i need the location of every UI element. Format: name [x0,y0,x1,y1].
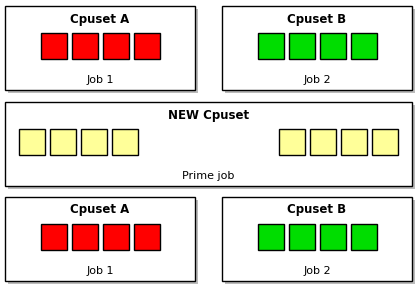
Text: Job 2: Job 2 [303,266,331,276]
Bar [5,6,195,90]
Bar [8,105,415,189]
Bar [372,129,398,155]
Bar [5,102,412,186]
Bar [279,129,305,155]
Bar [19,129,45,155]
Text: Cpuset B: Cpuset B [287,204,346,217]
Bar [50,129,76,155]
Bar [112,129,138,155]
Bar [8,9,198,93]
Text: Cpuset A: Cpuset A [71,204,130,217]
Bar [351,33,376,59]
Text: Job 1: Job 1 [86,75,114,85]
Bar [310,129,336,155]
Bar [71,224,97,250]
Bar [289,33,315,59]
Bar [102,33,129,59]
Bar [81,129,107,155]
Bar [134,33,160,59]
Bar [320,33,346,59]
Text: Job 2: Job 2 [303,75,331,85]
Bar [351,224,376,250]
Bar [5,197,195,281]
Bar [222,6,412,90]
Bar [341,129,367,155]
Bar [257,224,284,250]
Text: NEW Cpuset: NEW Cpuset [168,109,249,122]
Bar [225,9,415,93]
Bar [134,224,160,250]
Text: Cpuset A: Cpuset A [71,12,130,26]
Bar [40,33,66,59]
Bar [225,200,415,284]
Bar [8,200,198,284]
Text: Cpuset B: Cpuset B [287,12,346,26]
Text: Prime job: Prime job [182,171,235,181]
Bar [320,224,346,250]
Bar [71,33,97,59]
Bar [289,224,315,250]
Bar [40,224,66,250]
Bar [102,224,129,250]
Bar [222,197,412,281]
Bar [257,33,284,59]
Text: Job 1: Job 1 [86,266,114,276]
